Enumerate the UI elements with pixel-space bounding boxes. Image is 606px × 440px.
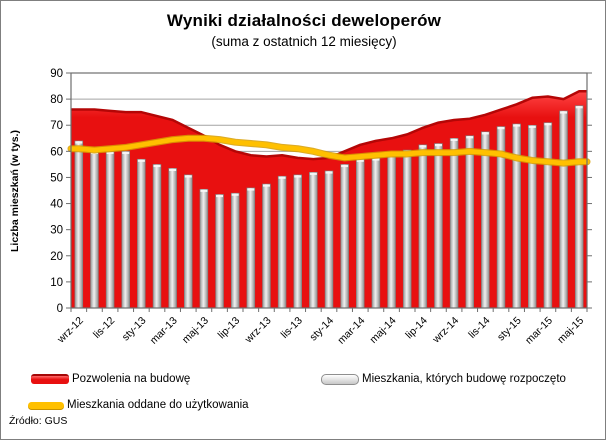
svg-text:lip-14: lip-14 [403, 315, 430, 342]
legend-label-permits: Pozwolenia na budowę [72, 373, 191, 385]
legend-item-started: Mieszkania, których budowę rozpoczęto [321, 372, 566, 386]
svg-text:mar-13: mar-13 [148, 315, 180, 347]
svg-text:60: 60 [50, 146, 63, 158]
svg-text:lip-13: lip-13 [216, 315, 243, 342]
svg-text:10: 10 [50, 277, 63, 289]
svg-text:maj-14: maj-14 [367, 315, 398, 346]
legend-swatch-started-icon [321, 373, 359, 385]
svg-text:70: 70 [50, 120, 63, 132]
svg-text:mar-15: mar-15 [523, 315, 555, 347]
legend-swatch-permits-icon [31, 374, 69, 384]
svg-text:maj-13: maj-13 [180, 315, 211, 346]
svg-text:50: 50 [50, 172, 63, 184]
svg-text:90: 90 [50, 68, 63, 80]
legend-label-started: Mieszkania, których budowę rozpoczęto [362, 373, 566, 385]
svg-text:80: 80 [50, 94, 63, 106]
legend-item-completed: Mieszkania oddane do użytkowania [28, 398, 249, 412]
legend-swatch-completed-icon [28, 401, 64, 409]
svg-text:40: 40 [50, 199, 63, 211]
svg-text:wrz-13: wrz-13 [242, 315, 274, 347]
svg-text:sty-15: sty-15 [495, 315, 524, 344]
source-note: Źródło: GUS [9, 415, 68, 427]
chart-title: Wyniki działalności deweloperów [166, 11, 442, 30]
svg-text:lis-13: lis-13 [279, 315, 305, 341]
svg-text:sty-13: sty-13 [120, 315, 149, 344]
svg-text:wrz-12: wrz-12 [54, 315, 86, 347]
chart-subtitle: (suma z ostatnich 12 miesięcy) [211, 34, 397, 49]
legend-item-permits: Pozwolenia na budowę [31, 372, 190, 386]
legend-label-completed: Mieszkania oddane do użytkowania [67, 399, 249, 411]
svg-text:lis-12: lis-12 [91, 315, 117, 341]
svg-text:wrz-14: wrz-14 [430, 315, 462, 347]
svg-text:30: 30 [50, 225, 63, 237]
svg-text:20: 20 [50, 251, 63, 263]
svg-text:lis-14: lis-14 [466, 315, 492, 341]
svg-text:maj-15: maj-15 [555, 315, 586, 346]
svg-text:sty-14: sty-14 [307, 315, 336, 344]
svg-text:mar-14: mar-14 [335, 315, 367, 347]
svg-text:0: 0 [57, 303, 63, 315]
